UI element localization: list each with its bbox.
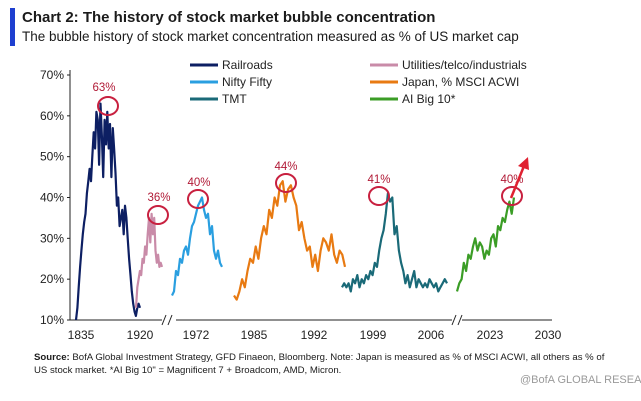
peak-circle [368, 186, 390, 206]
x-tick-label: 2006 [418, 328, 445, 342]
x-tick-label: 1992 [301, 328, 328, 342]
x-tick-label: 1835 [68, 328, 95, 342]
peak-label: 63% [92, 82, 115, 94]
x-tick-label: 2030 [535, 328, 562, 342]
peak-label: 41% [367, 174, 390, 186]
series-lines [74, 102, 516, 321]
watermark: @BofA GLOBAL RESEARCH [520, 374, 641, 386]
series-line-railroads [74, 102, 142, 321]
x-tick-label: 1972 [183, 328, 210, 342]
series-line-utilities [134, 212, 164, 308]
y-tick-label: 40% [40, 191, 64, 205]
peak-circle [501, 186, 523, 206]
y-tick-label: 70% [40, 68, 64, 82]
legend-label: Nifty Fifty [222, 75, 272, 89]
axis-break-mark [451, 314, 457, 326]
series-line-japan [233, 180, 347, 301]
peak-label: 40% [187, 177, 210, 189]
peak-circle [147, 205, 169, 225]
peak-circle [275, 173, 297, 193]
x-tick-label: 2023 [477, 328, 504, 342]
peak-label: 36% [147, 192, 170, 204]
series-line-ai-big-10 [455, 197, 516, 292]
axis-break-mark [161, 314, 167, 326]
y-axis: 10% 20% 30% 40% 50% 60% 70% [40, 68, 71, 327]
series-line-nifty-fifty [171, 196, 223, 296]
y-tick-label: 30% [40, 231, 64, 245]
source-text: BofA Global Investment Strategy, GFD Fin… [34, 352, 605, 376]
y-tick-label: 60% [40, 109, 64, 123]
title-accent-bar [10, 8, 15, 46]
source-label: Source: [34, 352, 70, 363]
chart-title: Chart 2: The history of stock market bub… [22, 9, 436, 26]
y-tick-label: 50% [40, 150, 64, 164]
trend-arrow-head [518, 157, 529, 170]
y-tick-label: 20% [40, 272, 64, 286]
x-tick-label: 1985 [241, 328, 268, 342]
legend-label: Railroads [222, 58, 273, 72]
x-tick-label: 1999 [360, 328, 387, 342]
chart-legend: Railroads Utilities/telco/industrials Nift… [190, 58, 527, 106]
peak-circle [187, 189, 209, 209]
chart-subtitle: The bubble history of stock market conce… [22, 29, 519, 44]
peak-circle [97, 96, 119, 116]
legend-label: Utilities/telco/industrials [402, 58, 527, 72]
legend-label: Japan, % MSCI ACWI [402, 75, 519, 89]
x-tick-label: 1920 [127, 328, 154, 342]
peak-annotations: 63%36%40%44%41% 40% [92, 82, 529, 225]
x-axis: 1835 1920 1972 1985 1992 1999 2006 2023 2030 [68, 314, 562, 342]
peak-label: 44% [274, 161, 297, 173]
source-note: Source: BofA Global Investment Strategy,… [34, 351, 619, 377]
y-tick-label: 10% [40, 313, 64, 327]
legend-label: TMT [222, 92, 247, 106]
trend-arrow [509, 165, 526, 199]
series-line-tmt [341, 192, 448, 293]
legend-label: AI Big 10* [402, 92, 456, 106]
